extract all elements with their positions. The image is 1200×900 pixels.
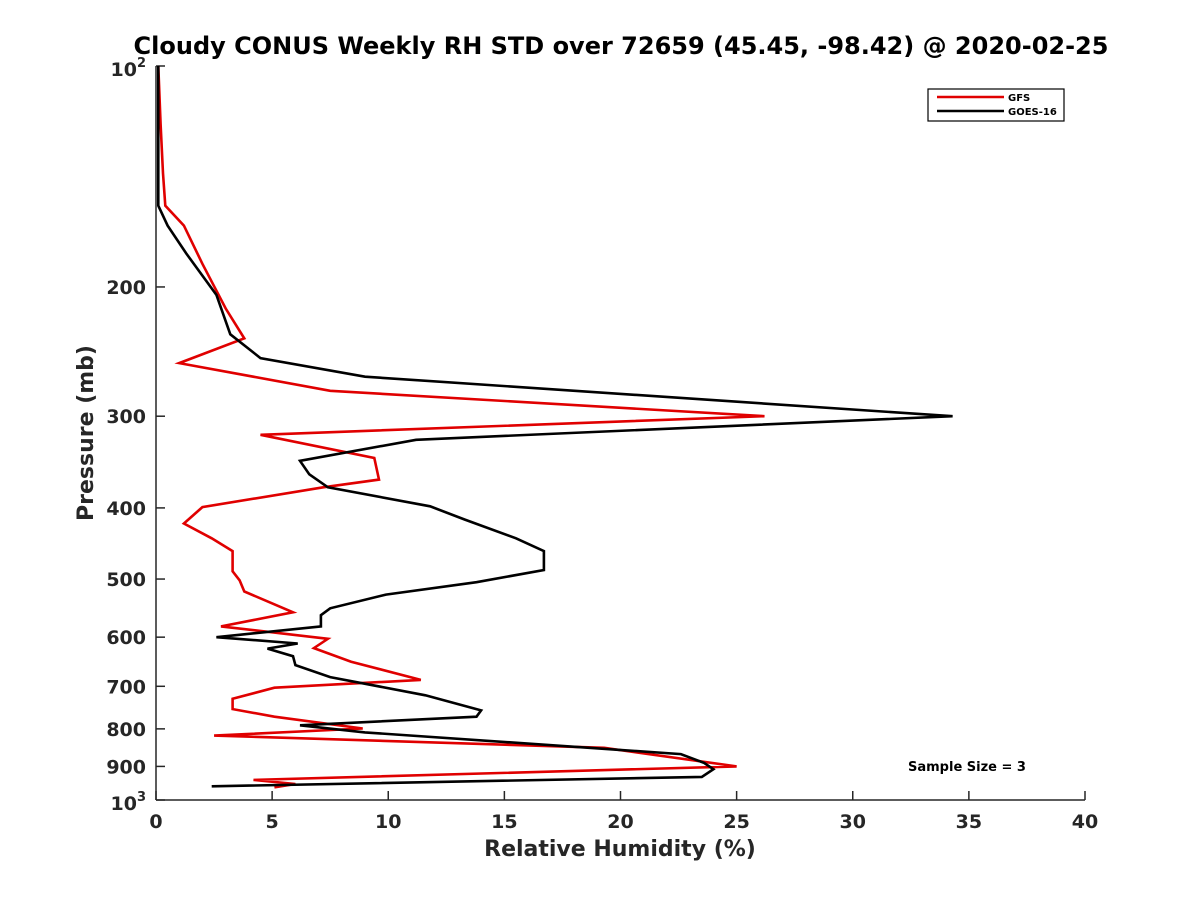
y-tick-label: 600: [106, 627, 146, 649]
x-axis-label: Relative Humidity (%): [484, 837, 756, 862]
y-tick-label: 103: [111, 790, 147, 815]
chart-title: Cloudy CONUS Weekly RH STD over 72659 (4…: [134, 32, 1109, 60]
y-tick-label: 900: [106, 756, 146, 778]
legend-label-gfs: GFS: [1008, 93, 1030, 104]
x-tick-label: 20: [607, 811, 633, 833]
x-tick-label: 15: [491, 811, 517, 833]
x-tick-label: 35: [956, 811, 982, 833]
y-tick-label: 200: [106, 277, 146, 299]
y-tick-label: 102: [111, 56, 147, 81]
x-tick-label: 5: [266, 811, 279, 833]
x-tick-label: 0: [149, 811, 162, 833]
legend: GFS GOES-16: [927, 88, 1065, 122]
y-tick-label: 300: [106, 406, 146, 428]
series-lines: [157, 65, 953, 789]
legend-box: [927, 88, 1065, 122]
y-axis-label: Pressure (mb): [74, 345, 99, 521]
y-tick-label: 700: [106, 676, 146, 698]
sample-size-annotation: Sample Size = 3: [908, 760, 1026, 775]
y-axis: 102 200 300 400 500 600 700 800 900 103: [106, 56, 165, 815]
legend-label-goes16: GOES-16: [1008, 107, 1057, 118]
series-line-gfs: [157, 65, 765, 789]
x-tick-label: 25: [723, 811, 749, 833]
x-tick-label: 40: [1072, 811, 1098, 833]
y-tick-label: 500: [106, 569, 146, 591]
y-tick-label: 800: [106, 719, 146, 741]
x-tick-label: 30: [840, 811, 866, 833]
x-tick-label: 10: [375, 811, 401, 833]
plot-area: 0 5 10 15 20 25 30 35 40 102 200 300 400 500 600 700 80…: [106, 56, 1098, 833]
series-line-goes16: [157, 66, 953, 788]
x-axis: 0 5 10 15 20 25 30 35 40: [149, 791, 1098, 833]
y-tick-label: 400: [106, 498, 146, 520]
